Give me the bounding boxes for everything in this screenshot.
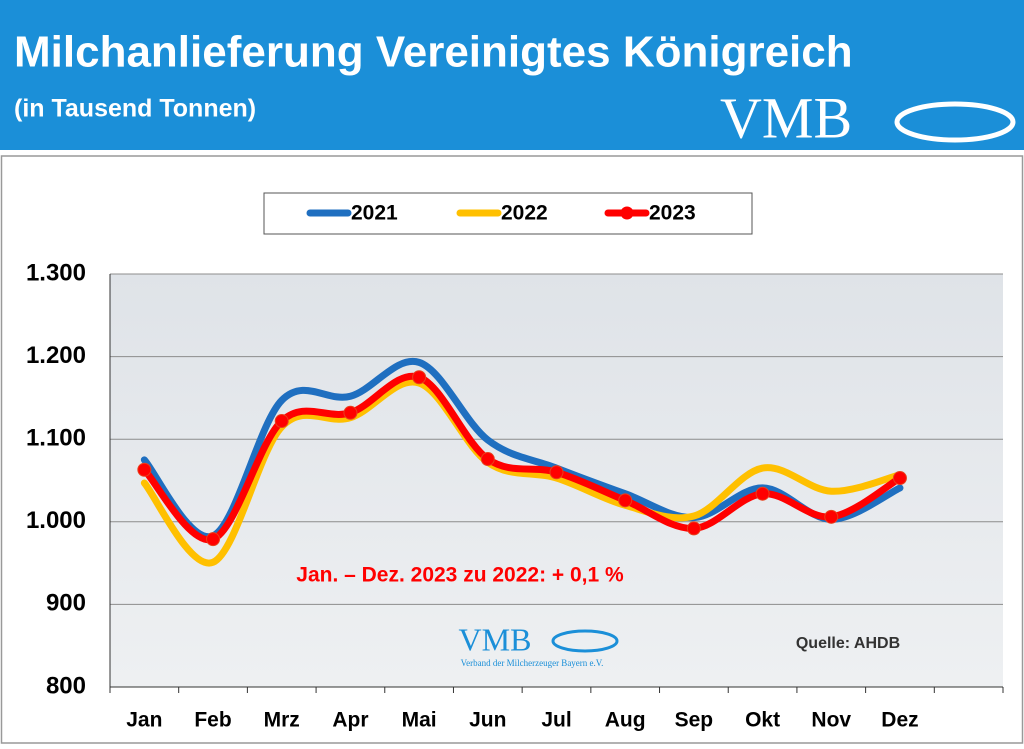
point-marker (343, 405, 358, 420)
watermark-swoosh (551, 629, 619, 653)
source: Quelle: AHDB (796, 635, 900, 652)
point-marker (892, 471, 907, 486)
point-marker (274, 414, 289, 429)
x-tick-label: Jul (541, 709, 571, 732)
y-tick-label: 1.000 (26, 507, 86, 534)
x-tick-label: Jan (126, 709, 162, 732)
x-tick-label: Feb (194, 709, 231, 732)
legend-label: 2022 (501, 202, 548, 225)
point-marker (480, 452, 495, 467)
title: Milchanlieferung Vereinigtes Königreich (14, 28, 853, 77)
logo: VMB (720, 85, 852, 150)
point-marker (824, 509, 839, 524)
y-tick-label: 900 (46, 590, 86, 617)
annotation: Jan. – Dez. 2023 zu 2022: + 0,1 % (296, 564, 624, 587)
x-tick-label: Aug (605, 709, 646, 732)
point-marker (618, 493, 633, 508)
point-marker (755, 486, 770, 501)
watermark-logo: VMB (459, 621, 532, 657)
x-tick-label: Apr (332, 709, 368, 732)
x-tick-label: Dez (881, 709, 918, 732)
x-tick-label: Mai (402, 709, 437, 732)
point-marker (412, 370, 427, 385)
x-tick-label: Okt (745, 709, 780, 732)
legend-label: 2021 (351, 202, 398, 225)
y-tick-label: 1.200 (26, 342, 86, 369)
point-marker (206, 532, 221, 547)
point-marker (137, 462, 152, 477)
x-tick-label: Nov (811, 709, 851, 732)
header-band (0, 0, 1024, 150)
watermark-text: Verband der Milcherzeuger Bayern e.V. (461, 658, 604, 668)
y-tick-label: 1.300 (26, 259, 86, 286)
point-marker (549, 465, 564, 480)
y-tick-label: 1.100 (26, 425, 86, 452)
x-tick-label: Jun (469, 709, 506, 732)
x-tick-label: Mrz (264, 709, 300, 732)
logo-swoosh (894, 101, 1016, 143)
legend-label: 2023 (649, 202, 696, 225)
x-tick-label: Sep (675, 709, 714, 732)
point-marker (686, 521, 701, 536)
y-tick-label: 800 (46, 672, 86, 699)
plot: 800 900 1.000 1.100 1.200 1.300 Jan Feb Mrz Apr Ma… (26, 259, 1004, 732)
subtitle: (in Tausend Tonnen) (14, 95, 256, 123)
legend-marker (620, 206, 634, 220)
